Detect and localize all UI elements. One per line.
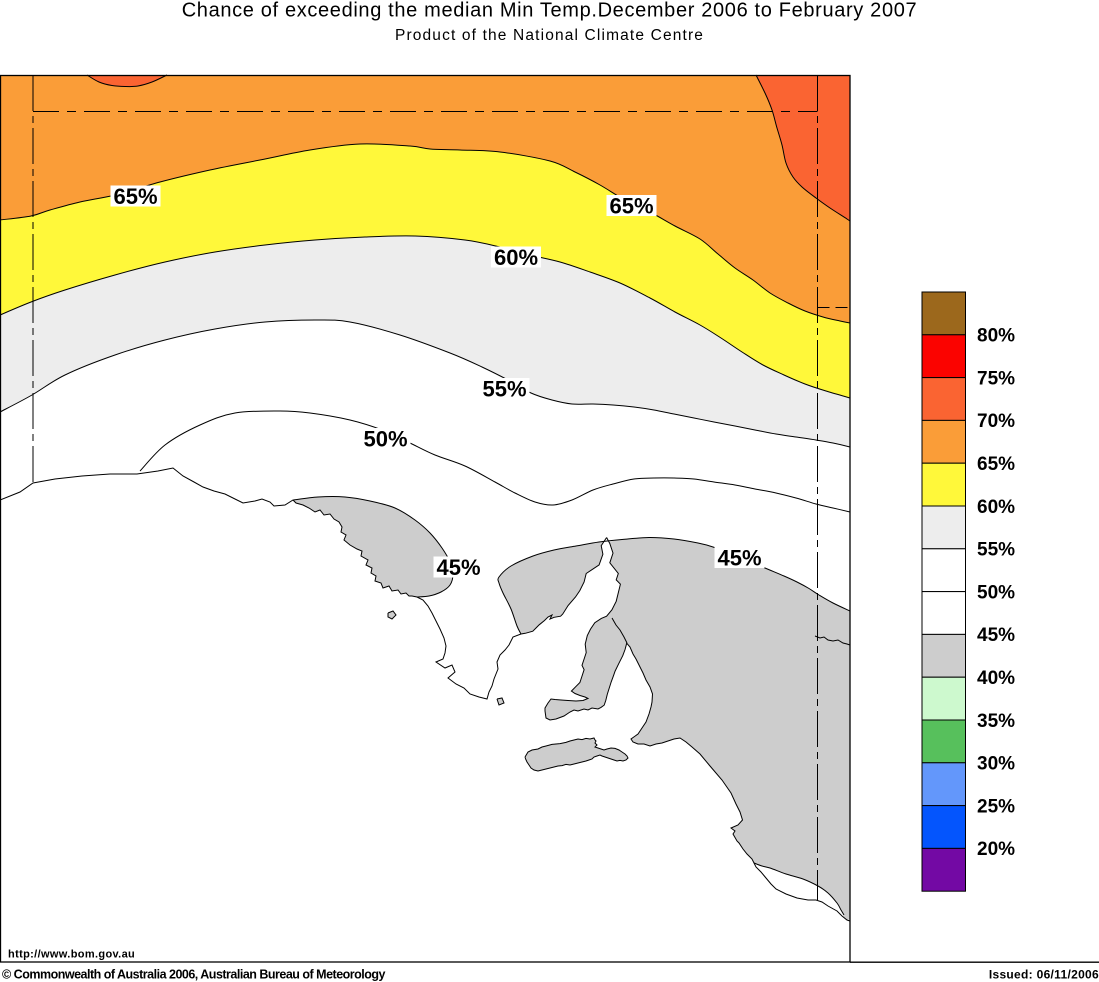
svg-text:30%: 30% bbox=[977, 754, 1015, 775]
svg-text:45%: 45% bbox=[977, 625, 1015, 646]
svg-text:65%: 65% bbox=[609, 193, 653, 218]
svg-text:65%: 65% bbox=[977, 454, 1015, 475]
svg-text:20%: 20% bbox=[977, 839, 1015, 860]
svg-text:50%: 50% bbox=[363, 426, 407, 451]
svg-text:60%: 60% bbox=[977, 497, 1015, 518]
svg-text:© Commonwealth of Australia 20: © Commonwealth of Australia 2006, Austra… bbox=[2, 968, 386, 982]
svg-text:Issued: 06/11/2006: Issued: 06/11/2006 bbox=[989, 968, 1099, 982]
svg-text:65%: 65% bbox=[113, 184, 157, 209]
svg-text:70%: 70% bbox=[977, 411, 1015, 432]
svg-text:40%: 40% bbox=[977, 668, 1015, 689]
svg-text:25%: 25% bbox=[977, 796, 1015, 817]
svg-text:http://www.bom.gov.au: http://www.bom.gov.au bbox=[8, 949, 135, 961]
svg-text:55%: 55% bbox=[977, 540, 1015, 561]
svg-text:55%: 55% bbox=[482, 376, 526, 401]
svg-text:45%: 45% bbox=[436, 555, 480, 580]
svg-text:50%: 50% bbox=[977, 582, 1015, 603]
svg-text:75%: 75% bbox=[977, 368, 1015, 389]
svg-text:45%: 45% bbox=[717, 545, 761, 570]
svg-text:60%: 60% bbox=[494, 245, 538, 270]
svg-text:35%: 35% bbox=[977, 711, 1015, 732]
svg-text:Chance of exceeding the median: Chance of exceeding the median Min Temp.… bbox=[182, 0, 918, 22]
svg-text:80%: 80% bbox=[977, 326, 1015, 347]
svg-text:Product of the National Climat: Product of the National Climate Centre bbox=[395, 27, 704, 44]
